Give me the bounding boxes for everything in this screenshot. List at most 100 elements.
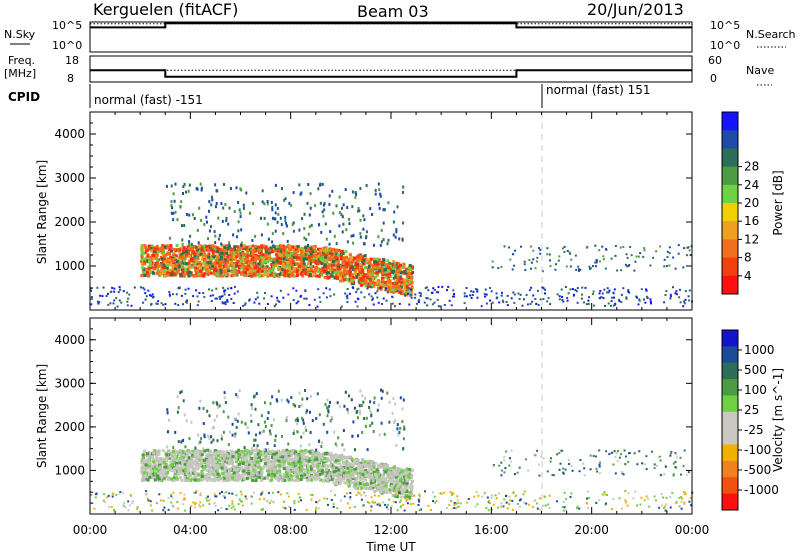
power-echo-cell xyxy=(426,304,429,307)
power-echo-cell xyxy=(544,292,546,295)
power-ylabel: Slant Range [km] xyxy=(35,160,49,264)
power-echo-cell xyxy=(224,258,228,262)
power-echo-cell xyxy=(140,274,144,277)
power-echo-cell xyxy=(371,213,374,216)
velocity-echo-cell xyxy=(321,454,325,457)
power-echo-cell xyxy=(411,265,414,269)
power-echo-cell xyxy=(688,249,691,252)
power-echo-cell xyxy=(228,255,232,259)
power-echo-cell xyxy=(185,300,187,303)
power-echo-cell xyxy=(394,235,397,239)
power-echo-cell xyxy=(476,290,479,293)
power-echo-cell xyxy=(287,249,291,253)
power-echo-cell xyxy=(246,254,250,258)
velocity-echo-cell xyxy=(152,473,156,477)
power-echo-cell xyxy=(295,253,299,257)
velocity-echo-cell xyxy=(182,456,186,459)
power-echo-cell xyxy=(409,276,413,280)
power-echo-cell xyxy=(607,302,610,305)
velocity-echo-cell xyxy=(358,469,362,472)
power-echo-cell xyxy=(193,217,196,220)
power-echo-cell xyxy=(351,205,354,209)
power-echo-cell xyxy=(258,302,261,305)
power-echo-cell xyxy=(252,202,254,206)
power-echo-cell xyxy=(409,282,413,286)
power-echo-cell xyxy=(378,269,382,273)
velocity-echo-cell xyxy=(298,456,302,460)
power-echo-cell xyxy=(165,259,169,263)
velocity-echo-cell xyxy=(357,466,360,470)
power-echo-cell xyxy=(183,182,186,186)
power-echo-cell xyxy=(382,221,385,225)
power-echo-cell xyxy=(324,269,328,273)
power-echo-cell xyxy=(178,255,182,259)
power-echo-cell xyxy=(194,269,198,272)
power-echo-cell xyxy=(386,259,390,263)
power-echo-cell xyxy=(369,285,372,288)
power-echo-cell xyxy=(350,273,354,277)
power-echo-cell xyxy=(594,244,597,247)
power-echo-cell xyxy=(291,223,294,226)
power-echo-cell xyxy=(530,261,533,264)
power-echo-cell xyxy=(292,263,296,266)
power-echo-cell xyxy=(334,252,338,256)
power-echo-cell xyxy=(283,272,287,276)
power-echo-cell xyxy=(300,191,303,195)
power-echo-cell xyxy=(107,303,110,306)
power-echo-cell xyxy=(163,270,166,274)
velocity-echo-cell xyxy=(361,458,365,462)
power-echo-cell xyxy=(271,208,274,212)
velocity-echo-cell xyxy=(387,470,391,474)
power-echo-cell xyxy=(344,188,347,191)
power-echo-cell xyxy=(345,262,349,266)
beam-title: Beam 03 xyxy=(357,2,429,21)
velocity-echo-cell xyxy=(181,453,185,457)
velocity-echo-cell xyxy=(283,473,286,477)
velocity-echo-cell xyxy=(382,483,386,487)
power-echo-cell xyxy=(290,264,294,268)
power-echo-cell xyxy=(679,288,681,291)
velocity-echo-cell xyxy=(276,449,280,453)
power-echo-cell xyxy=(202,255,206,258)
power-echo-cell xyxy=(109,302,112,305)
power-echo-cell xyxy=(169,263,173,267)
power-echo-cell xyxy=(373,257,377,261)
power-echo-cell xyxy=(244,261,248,264)
power-echo-cell xyxy=(148,264,152,267)
power-echo-cell xyxy=(229,187,232,190)
power-echo-cell xyxy=(369,257,373,261)
power-echo-cell xyxy=(309,264,313,268)
power-echo-cell xyxy=(223,245,227,249)
velocity-echo-cell xyxy=(255,465,259,469)
velocity-echo-cell xyxy=(237,462,241,466)
power-echo-cell xyxy=(389,290,393,294)
power-echo-cell xyxy=(144,298,147,301)
power-echo-cell xyxy=(160,246,164,250)
power-echo-cell xyxy=(174,254,178,258)
power-echo-cell xyxy=(523,298,525,301)
power-echo-cell xyxy=(309,206,312,210)
power-echo-cell xyxy=(214,297,217,300)
power-echo-cell xyxy=(109,291,112,294)
power-echo-cell xyxy=(226,300,229,303)
power-echo-cell xyxy=(348,257,352,261)
power-echo-cell xyxy=(605,247,608,250)
power-echo-cell xyxy=(142,268,146,271)
velocity-echo-cell xyxy=(213,473,217,477)
power-echo-cell xyxy=(368,260,372,264)
power-echo-cell xyxy=(218,264,222,268)
power-echo-cell xyxy=(202,262,206,266)
power-echo-cell xyxy=(240,272,243,276)
power-echo-cell xyxy=(260,247,263,251)
power-echo-cell xyxy=(300,263,304,267)
power-echo-cell xyxy=(221,244,225,248)
power-echo-cell xyxy=(272,266,276,270)
power-echo-cell xyxy=(232,263,236,267)
power-echo-cell xyxy=(220,264,224,268)
power-echo-cell xyxy=(244,303,247,306)
velocity-echo-cell xyxy=(207,452,211,456)
power-echo-cell xyxy=(202,251,206,255)
power-echo-cell xyxy=(305,238,308,242)
power-echo-cell xyxy=(170,184,173,188)
power-echo-cell xyxy=(222,269,226,273)
